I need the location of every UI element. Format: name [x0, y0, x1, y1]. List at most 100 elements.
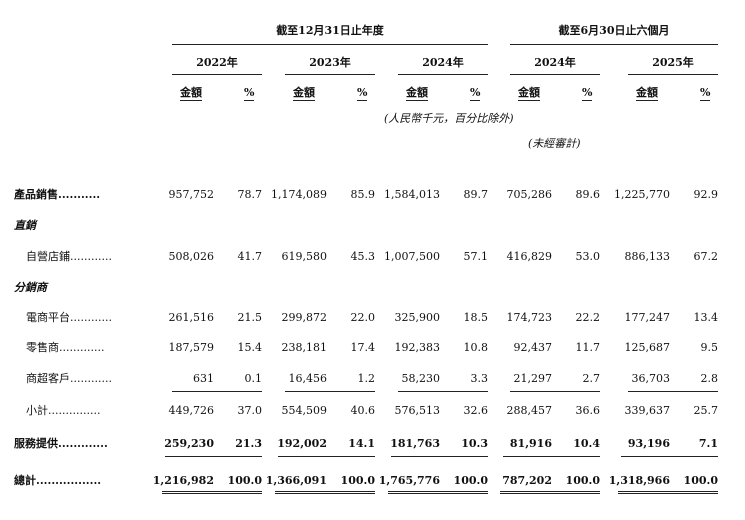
cell-product-sales-amount: 705,286 [506, 188, 553, 201]
cell-ecommerce-amount: 177,247 [624, 311, 671, 324]
year-rule [628, 74, 718, 75]
cell-retailers-amount: 238,181 [281, 341, 328, 354]
cell-subtotal-amount: 576,513 [394, 404, 441, 417]
cell-supermarket-amount: 16,456 [288, 372, 328, 385]
cell-product-sales-amount: 1,584,013 [384, 188, 440, 201]
col-amount: 金額 [518, 86, 540, 101]
cell-product-sales-pct: 78.7 [237, 188, 263, 201]
cell-services-amount: 181,763 [390, 437, 440, 450]
sum-rule [398, 391, 488, 392]
cell-ecommerce-amount: 299,872 [281, 311, 328, 324]
cell-self-operated-amount: 508,026 [168, 250, 215, 263]
cell-subtotal-pct: 36.6 [575, 404, 601, 417]
col-pct: % [244, 86, 255, 101]
cell-total-amount: 787,202 [502, 474, 552, 487]
cell-supermarket-amount: 631 [193, 372, 214, 385]
row-label-ecommerce: 電商平台............ [26, 311, 112, 324]
sum-rule [628, 391, 718, 392]
sum-rule [172, 391, 262, 392]
cell-subtotal-pct: 37.0 [237, 404, 263, 417]
cell-supermarket-pct: 0.1 [244, 372, 263, 385]
cell-supermarket-pct: 3.3 [470, 372, 489, 385]
cell-ecommerce-pct: 22.2 [575, 311, 601, 324]
col-pct: % [357, 86, 368, 101]
section-heading-direct: 直銷 [14, 219, 36, 232]
cell-ecommerce-amount: 325,900 [394, 311, 441, 324]
cell-subtotal-pct: 32.6 [463, 404, 489, 417]
cell-services-amount: 93,196 [627, 437, 670, 450]
header-rule [172, 44, 488, 45]
cell-ecommerce-amount: 261,516 [168, 311, 215, 324]
header-rule [510, 44, 718, 45]
sum-rule [278, 456, 375, 457]
cell-services-amount: 259,230 [164, 437, 214, 450]
cell-services-pct: 7.1 [698, 437, 718, 450]
cell-supermarket-amount: 58,230 [401, 372, 441, 385]
row-label-self-operated: 自營店鋪............ [26, 250, 112, 263]
cell-subtotal-amount: 554,509 [281, 404, 328, 417]
cell-total-amount: 1,318,966 [608, 474, 670, 487]
cell-self-operated-amount: 1,007,500 [384, 250, 440, 263]
col-amount: 金額 [406, 86, 428, 101]
cell-total-pct: 100.0 [227, 474, 262, 487]
total-double-rule [500, 491, 600, 494]
cell-self-operated-pct: 53.0 [575, 250, 601, 263]
cell-services-pct: 10.4 [573, 437, 600, 450]
year-2022: 2022年 [196, 56, 238, 69]
cell-product-sales-pct: 92.9 [693, 188, 719, 201]
sum-rule [503, 456, 600, 457]
cell-retailers-amount: 192,383 [394, 341, 441, 354]
total-double-rule [275, 491, 375, 494]
col-amount: 金額 [636, 86, 658, 101]
cell-services-pct: 10.3 [461, 437, 488, 450]
cell-self-operated-pct: 57.1 [463, 250, 489, 263]
col-pct: % [700, 86, 711, 101]
cell-subtotal-pct: 40.6 [350, 404, 376, 417]
year-rule [285, 74, 375, 75]
sum-rule [621, 456, 718, 457]
cell-services-amount: 81,916 [509, 437, 552, 450]
cell-product-sales-amount: 1,174,089 [271, 188, 327, 201]
total-double-rule [618, 491, 718, 494]
cell-supermarket-pct: 1.2 [357, 372, 376, 385]
row-label-services: 服務提供............. [14, 437, 108, 450]
sum-rule [165, 456, 262, 457]
cell-total-pct: 100.0 [683, 474, 718, 487]
total-double-rule [162, 491, 262, 494]
section-heading-distributors: 分銷商 [14, 281, 47, 294]
cell-ecommerce-amount: 174,723 [506, 311, 553, 324]
row-label-product-sales: 產品銷售........... [14, 188, 101, 201]
row-label-supermarket: 商超客戶............ [26, 372, 112, 385]
header-six-months: 截至6月30日止六個月 [558, 24, 670, 37]
cell-ecommerce-pct: 22.0 [350, 311, 376, 324]
cell-self-operated-pct: 45.3 [350, 250, 376, 263]
cell-supermarket-pct: 2.7 [582, 372, 601, 385]
cell-services-amount: 192,002 [277, 437, 327, 450]
header-year-end: 截至12月31日止年度 [276, 24, 384, 37]
cell-retailers-pct: 17.4 [350, 341, 376, 354]
cell-services-pct: 14.1 [348, 437, 375, 450]
sum-rule [391, 456, 488, 457]
cell-ecommerce-pct: 13.4 [693, 311, 719, 324]
cell-retailers-amount: 187,579 [168, 341, 215, 354]
total-double-rule [388, 491, 488, 494]
row-label-subtotal: 小計............... [26, 404, 101, 417]
cell-total-amount: 1,216,982 [152, 474, 214, 487]
cell-self-operated-amount: 619,580 [281, 250, 328, 263]
cell-subtotal-amount: 339,637 [624, 404, 671, 417]
cell-retailers-amount: 125,687 [624, 341, 671, 354]
sum-rule [285, 391, 375, 392]
cell-supermarket-pct: 2.8 [700, 372, 719, 385]
cell-total-pct: 100.0 [340, 474, 375, 487]
row-label-total: 總計................. [14, 474, 102, 487]
cell-total-pct: 100.0 [565, 474, 600, 487]
year-2024-h1: 2024年 [534, 56, 576, 69]
year-rule [510, 74, 600, 75]
cell-supermarket-amount: 36,703 [631, 372, 671, 385]
cell-self-operated-pct: 67.2 [693, 250, 719, 263]
cell-product-sales-pct: 89.7 [463, 188, 489, 201]
cell-product-sales-pct: 89.6 [575, 188, 601, 201]
col-amount: 金額 [180, 86, 202, 101]
year-2025-h1: 2025年 [652, 56, 694, 69]
year-2023: 2023年 [309, 56, 351, 69]
